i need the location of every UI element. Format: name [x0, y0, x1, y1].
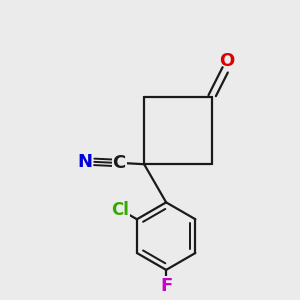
Text: N: N: [77, 153, 92, 171]
Text: F: F: [160, 277, 172, 295]
Text: O: O: [219, 52, 234, 70]
Text: C: C: [112, 154, 126, 172]
Text: Cl: Cl: [111, 201, 129, 219]
